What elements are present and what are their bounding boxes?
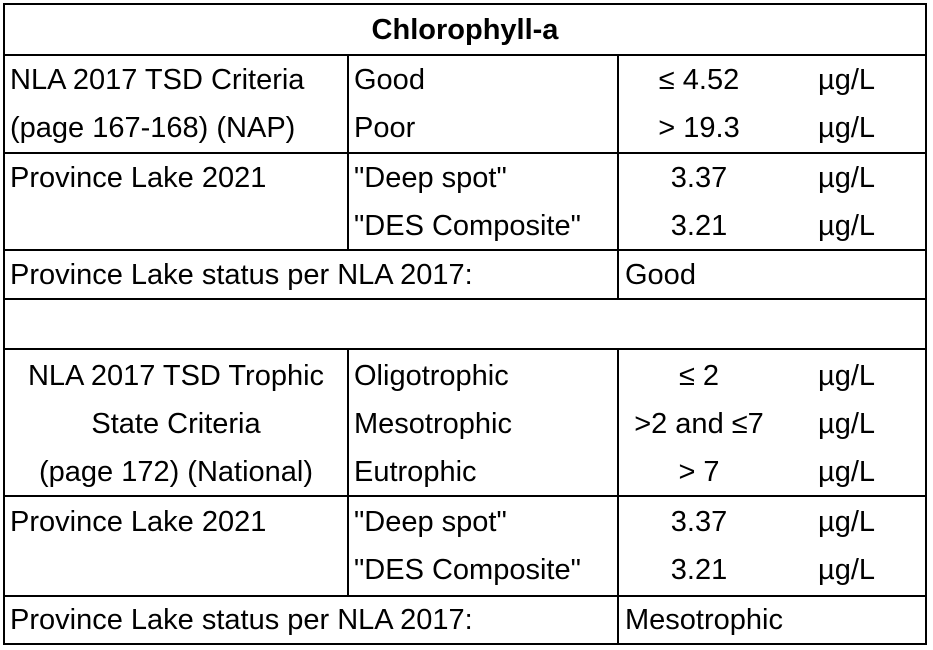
divider-col2-a (617, 55, 619, 299)
criteria2-category-mesotrophic: Mesotrophic (354, 408, 512, 440)
lake1-unit-composite: µg/L (818, 210, 876, 242)
criteria1-value-good: ≤ 4.52 (658, 64, 740, 96)
border-bottom (3, 643, 927, 645)
criteria1-value-poor: > 19.3 (658, 112, 740, 144)
lake2-value-deep-spot: 3.37 (670, 506, 728, 538)
border-top (3, 3, 927, 5)
divider-col1-a (347, 55, 349, 251)
criteria1-category-good: Good (354, 64, 425, 96)
border-criteria2-bottom (3, 495, 927, 497)
border-status1-bottom (3, 298, 927, 300)
lake1-value-composite: 3.21 (670, 210, 728, 242)
status2-label: Province Lake status per NLA 2017: (10, 604, 473, 636)
criteria2-unit-mesotrophic: µg/L (818, 408, 876, 440)
lake2-site-composite: "DES Composite" (354, 554, 581, 586)
criteria1-unit-good: µg/L (818, 64, 876, 96)
criteria2-label-line2: State Criteria (91, 408, 261, 440)
criteria2-category-eutrophic: Eutrophic (354, 456, 477, 488)
divider-col1-b (347, 349, 349, 597)
border-left (3, 3, 5, 645)
criteria2-unit-eutrophic: µg/L (818, 456, 876, 488)
border-lake2-bottom (3, 595, 927, 597)
lake1-value-deep-spot: 3.37 (670, 162, 728, 194)
criteria1-category-poor: Poor (354, 112, 416, 144)
border-spacer-bottom (3, 348, 927, 350)
lake2-label: Province Lake 2021 (10, 506, 267, 538)
criteria2-label-line3: (page 172) (National) (38, 456, 314, 488)
criteria2-unit-oligotrophic: µg/L (818, 360, 876, 392)
border-right (925, 3, 927, 645)
status1-value: Good (625, 259, 696, 291)
lake2-site-deep-spot: "Deep spot" (354, 506, 507, 538)
divider-col2-b (617, 349, 619, 645)
criteria1-unit-poor: µg/L (818, 112, 876, 144)
border-title-bottom (3, 54, 927, 56)
table-title: Chlorophyll-a (371, 14, 559, 46)
criteria2-category-oligotrophic: Oligotrophic (354, 360, 509, 392)
criteria1-label-line2: (page 167-168) (NAP) (10, 112, 296, 144)
border-criteria1-bottom (3, 152, 927, 154)
lake2-unit-deep-spot: µg/L (818, 506, 876, 538)
border-lake1-bottom (3, 249, 927, 251)
lake2-value-composite: 3.21 (670, 554, 728, 586)
criteria2-value-mesotrophic: >2 and ≤7 (634, 408, 764, 440)
lake1-label: Province Lake 2021 (10, 162, 267, 194)
criteria2-label-line1: NLA 2017 TSD Trophic (27, 360, 325, 392)
status2-value: Mesotrophic (625, 604, 783, 636)
criteria1-label-line1: NLA 2017 TSD Criteria (10, 64, 305, 96)
lake1-site-composite: "DES Composite" (354, 210, 581, 242)
lake1-site-deep-spot: "Deep spot" (354, 162, 507, 194)
criteria2-value-oligotrophic: ≤ 2 (678, 360, 720, 392)
lake2-unit-composite: µg/L (818, 554, 876, 586)
status1-label: Province Lake status per NLA 2017: (10, 259, 473, 291)
lake1-unit-deep-spot: µg/L (818, 162, 876, 194)
criteria2-value-eutrophic: > 7 (678, 456, 720, 488)
